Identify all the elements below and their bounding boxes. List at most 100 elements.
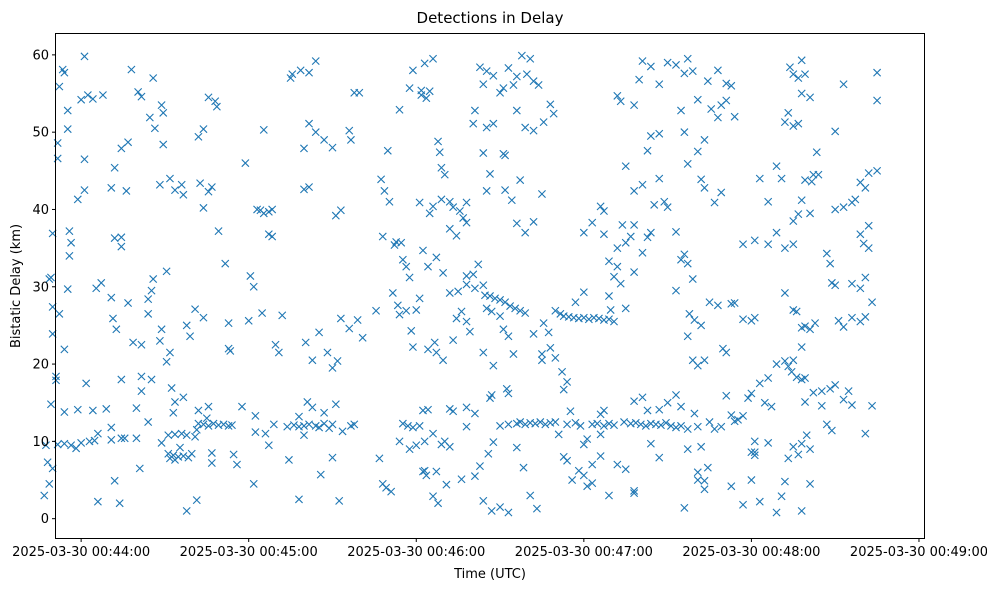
data-point-marker (638, 57, 647, 66)
data-point-marker (646, 439, 655, 448)
data-point-marker (509, 350, 518, 359)
data-point-marker (157, 101, 166, 110)
data-point-marker (683, 159, 692, 168)
data-point-marker (80, 186, 89, 195)
data-point-marker (274, 348, 283, 357)
data-point-marker (420, 466, 429, 475)
data-point-marker (831, 127, 840, 136)
data-point-marker (251, 411, 260, 420)
data-point-marker (315, 423, 324, 432)
data-point-marker (117, 375, 126, 384)
data-point-marker (408, 66, 417, 75)
data-point-marker (93, 429, 102, 438)
data-point-marker (479, 80, 488, 89)
data-point-marker (610, 421, 618, 430)
data-point-marker (489, 71, 498, 80)
data-point-marker (462, 317, 471, 326)
data-point-marker (537, 350, 546, 359)
data-point-marker (817, 387, 826, 396)
data-point-marker (501, 151, 510, 160)
data-point-marker (544, 328, 553, 337)
data-point-marker (462, 403, 471, 412)
data-point-marker (393, 301, 402, 310)
data-point-marker (677, 255, 686, 264)
data-point-marker (204, 402, 213, 411)
data-point-marker (794, 450, 803, 459)
data-point-marker (435, 148, 444, 157)
data-point-marker (387, 487, 396, 496)
data-point-marker (734, 415, 742, 424)
data-point-marker (122, 186, 131, 195)
data-point-marker (693, 95, 702, 104)
data-point-marker (46, 400, 55, 409)
data-point-marker (437, 195, 446, 204)
data-point-marker (700, 485, 709, 494)
data-point-marker (144, 309, 153, 318)
data-point-marker (539, 118, 548, 127)
data-point-marker (504, 389, 513, 398)
data-point-marker (579, 228, 588, 237)
data-point-marker (512, 219, 521, 228)
data-point-marker (479, 348, 488, 357)
data-point-marker (251, 428, 260, 437)
data-point-marker (135, 464, 144, 473)
data-point-marker (475, 462, 484, 471)
data-point-marker (221, 259, 230, 268)
data-point-marker (110, 163, 119, 172)
data-point-marker (806, 93, 815, 102)
data-point-marker (415, 421, 424, 430)
data-point-marker (588, 479, 597, 488)
data-point-marker (584, 315, 593, 324)
data-point-marker (516, 176, 525, 185)
data-point-marker (261, 429, 270, 438)
data-point-marker (73, 405, 82, 414)
data-point-marker (346, 135, 355, 144)
data-point-marker (412, 305, 421, 314)
data-point-marker (305, 119, 314, 128)
data-point-marker (683, 425, 692, 433)
data-point-marker (496, 421, 505, 430)
data-point-marker (785, 63, 794, 72)
data-point-marker (420, 437, 429, 446)
data-point-marker (613, 262, 622, 271)
data-point-marker (408, 343, 417, 352)
data-point-marker (395, 310, 404, 319)
data-point-marker (655, 405, 664, 414)
data-point-marker (80, 155, 89, 164)
data-point-marker (661, 418, 670, 427)
data-point-marker (792, 307, 801, 316)
data-point-marker (445, 442, 454, 451)
data-point-marker (199, 125, 208, 134)
data-point-marker (817, 401, 826, 410)
data-point-marker (563, 456, 572, 465)
data-point-marker (110, 234, 119, 243)
data-point-marker (207, 183, 216, 192)
data-point-marker (238, 402, 246, 411)
data-point-marker (630, 101, 639, 110)
data-point-marker (747, 476, 756, 485)
data-point-marker (630, 486, 639, 495)
data-point-marker (179, 190, 188, 199)
data-point-marker (127, 65, 136, 74)
data-point-marker (599, 406, 608, 415)
data-point-marker (264, 207, 273, 216)
data-point-marker (693, 422, 702, 431)
data-point-marker (124, 138, 133, 147)
data-point-marker (504, 508, 513, 517)
data-point-marker (425, 87, 434, 96)
data-point-marker (864, 169, 873, 178)
data-point-marker (204, 421, 213, 430)
data-point-marker (479, 149, 488, 158)
data-point-marker (794, 119, 803, 128)
data-point-marker (831, 205, 840, 214)
data-point-marker (432, 467, 441, 476)
data-point-marker (442, 480, 451, 489)
data-point-marker (402, 306, 411, 315)
data-point-marker (211, 97, 220, 106)
data-point-marker (41, 441, 50, 450)
data-point-marker (606, 305, 615, 314)
data-point-marker (532, 504, 541, 513)
data-point-marker (449, 336, 458, 345)
data-point-marker (147, 286, 156, 295)
data-point-marker (588, 460, 597, 469)
